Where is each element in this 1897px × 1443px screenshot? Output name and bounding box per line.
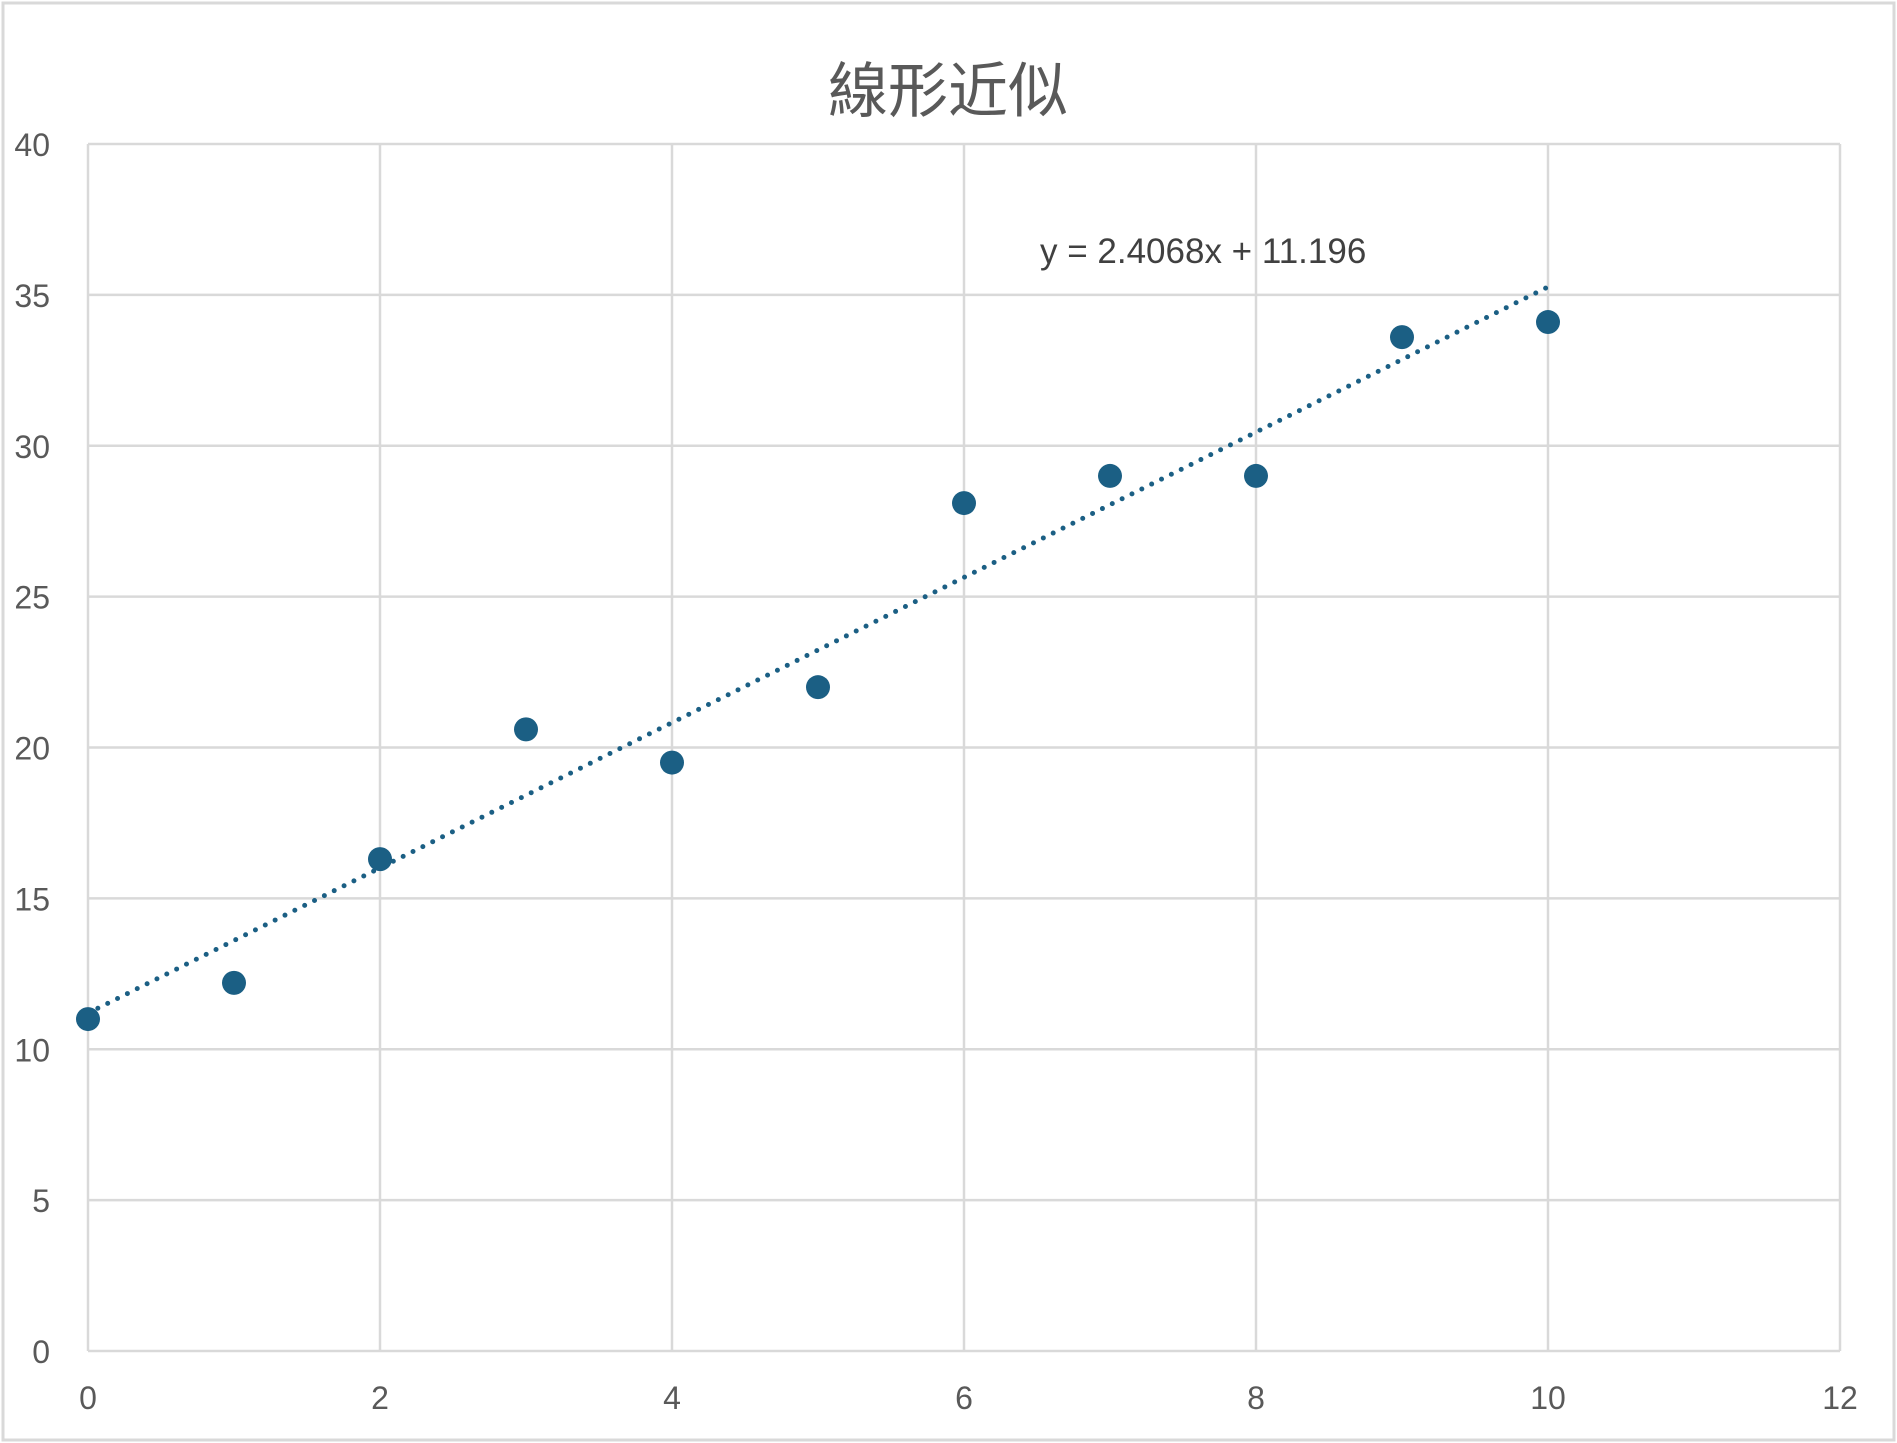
data-point-0-5: [806, 675, 830, 700]
y-tick-label-20: 20: [14, 731, 50, 767]
x-tick-label-8: 8: [1247, 1380, 1265, 1416]
y-tick-label-30: 30: [14, 429, 50, 465]
x-tick-label-6: 6: [955, 1380, 973, 1416]
gridlines: [86, 142, 1842, 1353]
x-tick-label-10: 10: [1530, 1380, 1566, 1416]
y-tick-label-0: 0: [32, 1334, 50, 1370]
y-tick-label-10: 10: [14, 1032, 50, 1068]
x-tick-label-12: 12: [1822, 1380, 1858, 1416]
data-point-0-7: [1098, 463, 1122, 488]
y-tick-label-25: 25: [14, 580, 50, 616]
data-point-0-1: [222, 970, 246, 995]
data-point-0-8: [1244, 463, 1268, 488]
data-point-0-4: [660, 750, 684, 775]
y-tick-label-5: 5: [32, 1183, 50, 1219]
data-point-0-10: [1536, 310, 1560, 335]
linear-trendline: [85, 284, 1551, 1016]
trendline-equation-label: y = 2.4068x + 11.196: [1040, 232, 1366, 271]
chart-title: 線形近似: [828, 57, 1068, 127]
trendline-group: [85, 284, 1551, 1016]
data-point-0-3: [514, 717, 538, 742]
data-point-0-9: [1390, 325, 1414, 350]
y-tick-label-35: 35: [14, 278, 50, 314]
data-points: [76, 310, 1560, 1032]
x-tick-label-2: 2: [371, 1380, 389, 1416]
data-point-0-2: [368, 847, 392, 872]
tick-labels: 0 5 10 15 20 25 30 35 40 0 2 4 6 8 10 12: [14, 127, 1857, 1416]
data-point-0-0: [76, 1007, 100, 1032]
x-tick-label-4: 4: [663, 1380, 681, 1416]
x-tick-label-0: 0: [79, 1380, 97, 1416]
data-point-0-6: [952, 491, 976, 516]
y-tick-label-15: 15: [14, 881, 50, 917]
y-tick-label-40: 40: [14, 127, 50, 163]
